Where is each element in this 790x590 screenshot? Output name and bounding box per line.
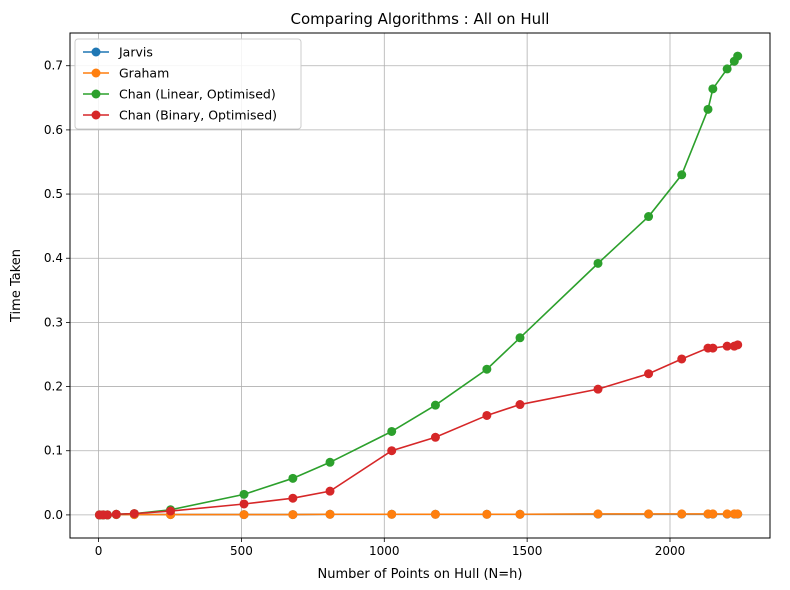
- data-point: [593, 258, 603, 268]
- y-tick-label: 0.1: [44, 444, 63, 458]
- data-point: [482, 410, 492, 420]
- x-tick-label: 2000: [655, 544, 686, 558]
- legend-marker: [91, 110, 101, 120]
- legend-item: Chan (Binary, Optimised): [83, 108, 277, 123]
- y-tick-label: 0.3: [44, 315, 63, 329]
- data-point: [239, 489, 249, 499]
- data-point: [288, 510, 298, 520]
- data-point: [677, 354, 687, 364]
- data-point: [482, 364, 492, 374]
- series-1: [94, 509, 743, 520]
- legend-box: [74, 38, 302, 130]
- data-point: [644, 369, 654, 379]
- chart-title: Comparing Algorithms : All on Hull: [291, 10, 550, 28]
- legend-item: Jarvis: [83, 45, 153, 60]
- y-axis-label: Time Taken: [9, 249, 24, 323]
- data-point: [722, 509, 732, 519]
- data-point: [111, 509, 121, 519]
- data-point: [387, 509, 397, 519]
- data-point: [129, 509, 139, 519]
- data-point: [430, 509, 440, 519]
- y-tick-label: 0.4: [44, 251, 63, 265]
- legend-marker: [91, 68, 101, 78]
- legend-label: Graham: [119, 66, 169, 81]
- data-point: [288, 473, 298, 483]
- data-point: [644, 212, 654, 222]
- y-tick-label: 0.6: [44, 123, 63, 137]
- series-group: [94, 51, 743, 520]
- data-point: [102, 510, 112, 520]
- data-point: [677, 509, 687, 519]
- data-point: [733, 51, 743, 61]
- data-point: [325, 486, 335, 496]
- legend-label: Jarvis: [118, 45, 153, 60]
- data-point: [515, 400, 525, 410]
- series-line: [99, 344, 738, 516]
- legend-label: Chan (Binary, Optimised): [119, 108, 277, 123]
- data-point: [325, 509, 335, 519]
- data-point: [515, 333, 525, 343]
- legend-marker: [91, 47, 101, 57]
- data-point: [387, 426, 397, 436]
- plot-frame: [69, 32, 771, 539]
- data-point: [708, 84, 718, 94]
- data-point: [733, 509, 743, 519]
- data-point: [288, 493, 298, 503]
- data-point: [708, 509, 718, 519]
- data-point: [482, 509, 492, 519]
- data-point: [430, 400, 440, 410]
- y-tick-label: 0.0: [44, 508, 63, 522]
- y-tick-label: 0.2: [44, 380, 63, 394]
- data-point: [733, 340, 743, 350]
- data-point: [593, 509, 603, 519]
- series-3: [94, 340, 743, 520]
- x-tick-label: 1500: [512, 544, 543, 558]
- data-point: [387, 446, 397, 456]
- data-point: [239, 510, 249, 520]
- data-point: [239, 499, 249, 509]
- legend-item: Graham: [83, 66, 169, 81]
- legend-item: Chan (Linear, Optimised): [83, 87, 276, 102]
- data-point: [708, 343, 718, 353]
- data-point: [325, 457, 335, 467]
- data-point: [722, 341, 732, 351]
- legend: Jarvis Graham Chan (Linear, Optimised) Chan…: [74, 38, 302, 130]
- data-point: [677, 170, 687, 180]
- y-tick-label: 0.7: [44, 59, 63, 73]
- legend-label: Chan (Linear, Optimised): [119, 87, 276, 102]
- x-axis-label: Number of Points on Hull (N=h): [318, 567, 523, 582]
- data-point: [515, 509, 525, 519]
- x-tick-label: 0: [95, 544, 103, 558]
- data-point: [593, 384, 603, 394]
- y-tick-label: 0.5: [44, 187, 63, 201]
- data-point: [644, 509, 654, 519]
- x-tick-label: 500: [230, 544, 253, 558]
- axis-ticks: 0 500 1000 1500 2000 0.0 0.1 0.2 0.3 0.4 0.5 0.6 0.7: [44, 59, 685, 558]
- x-tick-label: 1000: [369, 544, 400, 558]
- data-point: [703, 104, 713, 114]
- data-point: [722, 64, 732, 74]
- data-point: [430, 432, 440, 442]
- data-point: [166, 506, 176, 516]
- legend-marker: [91, 89, 101, 99]
